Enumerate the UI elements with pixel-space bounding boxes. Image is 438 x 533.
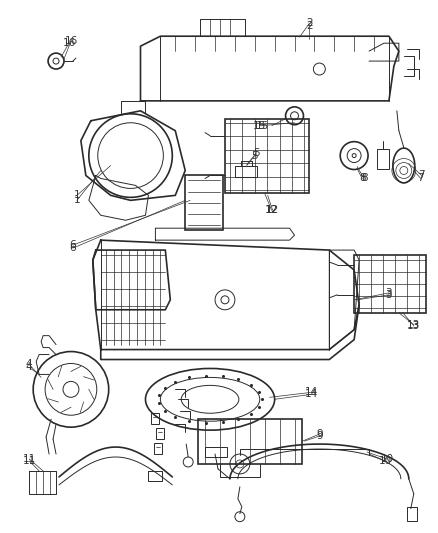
- Text: 1: 1: [74, 196, 80, 205]
- Bar: [225, 119, 309, 193]
- Bar: [185, 175, 223, 230]
- Text: 10: 10: [380, 454, 393, 464]
- Text: 16: 16: [64, 36, 78, 46]
- Text: 2: 2: [306, 21, 313, 31]
- Text: 7: 7: [418, 171, 425, 181]
- Text: 9: 9: [316, 431, 323, 441]
- Text: 3: 3: [385, 290, 392, 300]
- Text: 16: 16: [62, 38, 76, 48]
- Bar: [152, 413, 159, 424]
- Text: 11: 11: [23, 454, 36, 464]
- Text: 13: 13: [407, 320, 420, 330]
- Text: 8: 8: [359, 173, 365, 183]
- Text: 4: 4: [26, 359, 32, 369]
- Text: 6: 6: [70, 240, 76, 250]
- Text: 5: 5: [251, 151, 258, 160]
- Text: 1: 1: [74, 190, 80, 200]
- Bar: [156, 428, 164, 439]
- Text: 12: 12: [265, 205, 278, 215]
- Bar: [198, 419, 303, 464]
- Bar: [354, 255, 426, 313]
- Bar: [205, 447, 227, 457]
- Text: 14: 14: [305, 387, 318, 397]
- Text: 15: 15: [256, 121, 269, 131]
- Bar: [235, 166, 257, 177]
- Text: 2: 2: [306, 18, 313, 28]
- Text: 7: 7: [417, 173, 424, 183]
- Text: 4: 4: [26, 362, 32, 373]
- Text: 6: 6: [70, 243, 76, 253]
- Text: 5: 5: [254, 148, 260, 158]
- Text: 14: 14: [305, 389, 318, 399]
- Text: 10: 10: [378, 456, 392, 466]
- Bar: [377, 149, 389, 168]
- Text: 8: 8: [361, 173, 367, 183]
- Text: 3: 3: [385, 288, 392, 298]
- Text: 9: 9: [316, 429, 323, 439]
- Bar: [407, 507, 417, 521]
- Bar: [155, 443, 162, 454]
- Text: 11: 11: [23, 456, 36, 466]
- Text: 12: 12: [266, 205, 279, 215]
- Text: 15: 15: [253, 121, 266, 131]
- Text: 13: 13: [407, 321, 420, 330]
